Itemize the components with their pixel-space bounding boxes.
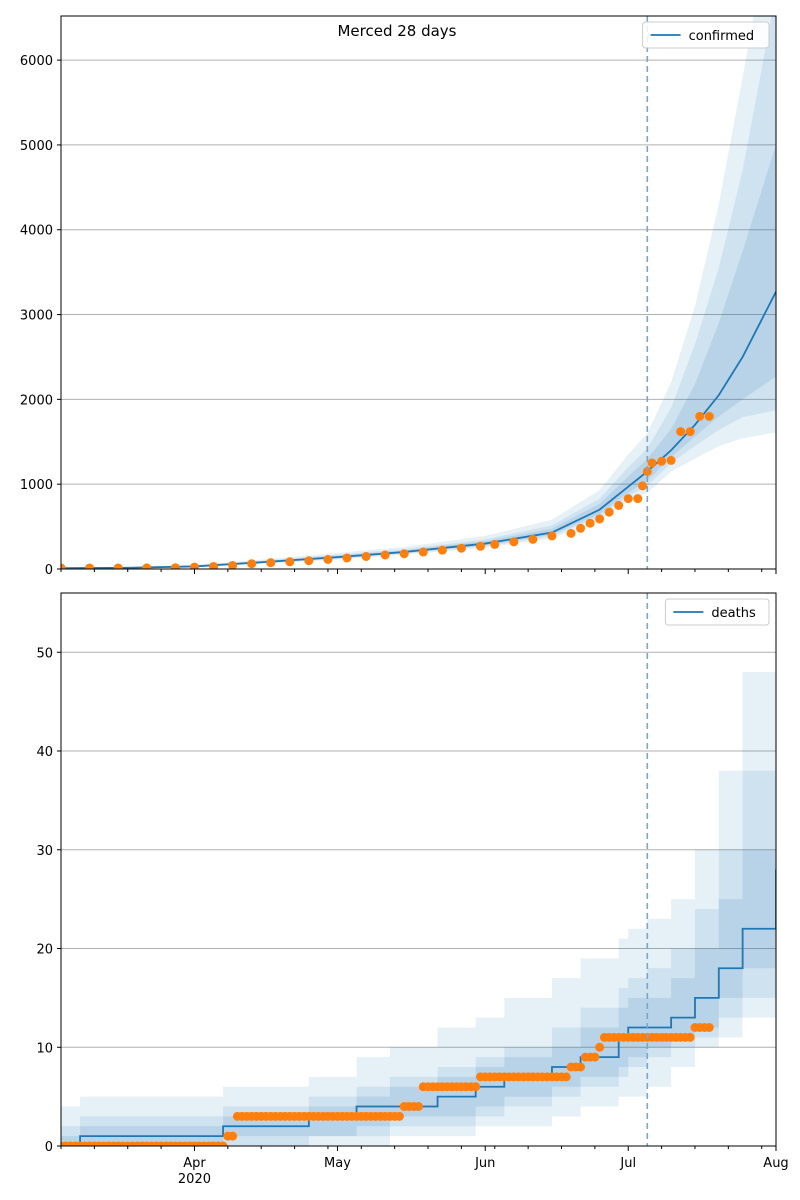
observed-point — [528, 534, 538, 544]
y-tick-label: 4000 — [20, 224, 53, 239]
y-tick-label: 30 — [36, 844, 53, 859]
observed-point — [247, 559, 257, 569]
y-tick-label: 0 — [45, 563, 53, 578]
observed-point — [509, 537, 519, 547]
observed-point — [561, 1072, 571, 1082]
confidence-band — [61, 662, 776, 1146]
y-tick-label: 40 — [36, 745, 53, 760]
observed-point — [342, 553, 352, 563]
confidence-band — [61, 593, 776, 1146]
observed-point — [547, 531, 557, 541]
observed-point — [285, 557, 295, 567]
observed-point — [142, 563, 152, 569]
observed-point — [170, 563, 180, 569]
confidence-band — [61, 16, 776, 569]
observed-point — [394, 1111, 404, 1121]
observed-point — [695, 411, 705, 421]
x-tick-label: Aug — [763, 1156, 788, 1171]
x-tick-label: May — [324, 1156, 351, 1171]
observed-point — [623, 494, 633, 504]
observed-point — [61, 563, 66, 569]
legend-label: confirmed — [689, 29, 755, 44]
observed-point — [566, 528, 576, 538]
observed-point — [704, 1023, 714, 1032]
legend-box — [642, 21, 770, 49]
observed-point — [266, 558, 276, 568]
y-tick-label: 5000 — [20, 139, 53, 154]
observed-point — [614, 500, 624, 510]
y-tick-label: 50 — [36, 646, 53, 661]
observed-point — [399, 549, 409, 559]
observed-point — [475, 541, 485, 551]
plot-area — [61, 593, 776, 1146]
observed-point — [638, 481, 648, 491]
observed-point — [604, 507, 614, 517]
observed-point — [647, 458, 657, 468]
observed-point — [590, 1052, 600, 1062]
model-line — [61, 291, 776, 569]
figure-title: Merced 28 days — [337, 22, 456, 40]
observed-point — [471, 1082, 481, 1092]
observed-point — [323, 555, 333, 565]
confidence-band — [61, 144, 776, 569]
observed-point — [418, 547, 428, 557]
observed-point — [228, 1131, 238, 1141]
observed-point — [414, 1102, 423, 1111]
observed-point — [113, 563, 123, 569]
observed-point — [380, 550, 390, 560]
legend-label: deaths — [711, 606, 756, 621]
x-tick-sublabel: 2020 — [178, 1172, 211, 1187]
observed-point — [189, 562, 199, 569]
observed-point — [361, 551, 371, 561]
y-tick-label: 2000 — [20, 393, 53, 408]
observed-point — [685, 427, 695, 437]
observed-point — [456, 543, 466, 553]
observed-point — [209, 561, 219, 569]
observed-point — [595, 1042, 605, 1052]
observed-point — [676, 427, 686, 437]
plot-area — [61, 16, 776, 569]
y-tick-label: 1000 — [20, 478, 53, 493]
x-tick-label: Jun — [474, 1156, 495, 1171]
y-tick-label: 20 — [36, 943, 53, 958]
observed-point — [490, 539, 500, 549]
observed-point — [576, 1062, 586, 1072]
observed-point — [85, 563, 95, 569]
observed-point — [685, 1032, 695, 1042]
observed-point — [585, 518, 595, 528]
axes-frame — [60, 15, 777, 570]
axes-frame — [60, 592, 777, 1147]
observed-point — [595, 514, 605, 524]
confirmed-panel: 0 1000 2000 3000 4000 5000 6000 confirmed — [20, 15, 777, 578]
legend: confirmed — [642, 21, 770, 49]
y-tick-label: 0 — [45, 1140, 53, 1155]
observed-point — [228, 560, 238, 569]
y-tick-label: 10 — [36, 1041, 53, 1056]
observed-point — [666, 455, 676, 465]
observed-point — [218, 1141, 228, 1146]
y-tick-label: 6000 — [20, 54, 53, 69]
x-tick-label: Jul — [619, 1156, 636, 1171]
y-tick-label: 3000 — [20, 309, 53, 324]
observed-point — [657, 456, 667, 466]
confidence-band — [61, 16, 776, 569]
observed-point — [704, 411, 714, 421]
observed-point — [576, 523, 586, 533]
x-tick-label: Apr — [183, 1156, 206, 1171]
legend-box — [664, 598, 770, 626]
observed-point — [633, 494, 643, 504]
observed-point — [304, 556, 314, 566]
observed-point — [437, 545, 447, 555]
legend: deaths — [664, 598, 770, 626]
